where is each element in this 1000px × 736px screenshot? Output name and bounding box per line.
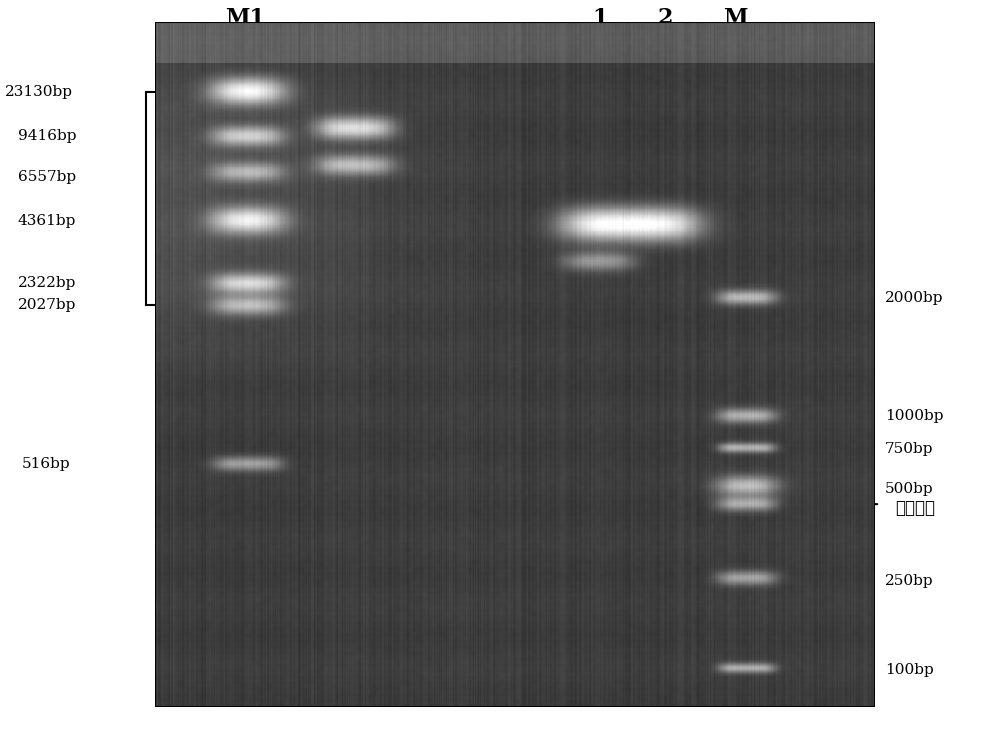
Text: 2000bp: 2000bp [885, 291, 944, 305]
Text: 1: 1 [592, 7, 608, 29]
Text: 1000bp: 1000bp [885, 408, 944, 423]
Text: 6557bp: 6557bp [18, 169, 76, 184]
Text: 4361bp: 4361bp [18, 213, 76, 228]
Text: 250bp: 250bp [885, 574, 934, 589]
Text: 9416bp: 9416bp [18, 129, 76, 144]
Text: 2: 2 [657, 7, 673, 29]
Text: 23130bp: 23130bp [5, 85, 73, 99]
Text: 2322bp: 2322bp [18, 276, 76, 291]
Text: 鼶切片段: 鼶切片段 [895, 499, 935, 517]
Text: M: M [723, 7, 747, 29]
Text: 750bp: 750bp [885, 442, 934, 456]
Text: 500bp: 500bp [885, 482, 934, 497]
Text: 2027bp: 2027bp [18, 298, 76, 313]
Text: M1: M1 [225, 7, 265, 29]
Text: 100bp: 100bp [885, 662, 934, 677]
Text: 516bp: 516bp [22, 456, 71, 471]
